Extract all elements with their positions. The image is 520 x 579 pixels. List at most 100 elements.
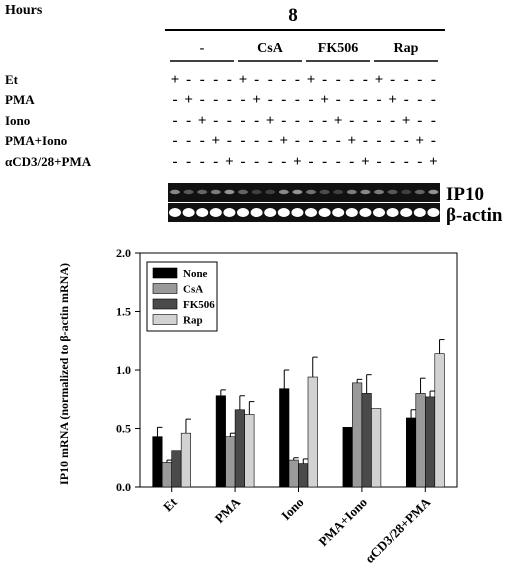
condition-sign: - <box>241 133 246 149</box>
condition-sign: - <box>431 133 436 149</box>
x-tick-label: Et <box>160 494 180 514</box>
ip10-label: IP10 <box>446 184 484 205</box>
condition-sign: - <box>377 133 382 149</box>
actin-band <box>359 208 372 217</box>
condition-sign: - <box>322 154 327 170</box>
condition-sign: + <box>320 92 329 108</box>
condition-sign: - <box>363 72 368 88</box>
condition-sign: - <box>268 72 273 88</box>
y-tick-label: 0.0 <box>116 480 131 494</box>
gel-panel: IP10 β-actin <box>168 183 503 226</box>
condition-sign: - <box>254 72 259 88</box>
actin-band <box>264 208 277 217</box>
ip10-band <box>306 189 316 195</box>
condition-sign: - <box>213 92 218 108</box>
condition-sign: - <box>295 92 300 108</box>
condition-sign: - <box>336 133 341 149</box>
condition-sign: - <box>349 92 354 108</box>
condition-sign: - <box>254 113 259 129</box>
actin-bands <box>169 208 440 217</box>
condition-sign: - <box>417 113 422 129</box>
actin-label: β-actin <box>446 205 503 226</box>
bar <box>298 463 309 488</box>
actin-band <box>413 208 426 217</box>
legend-swatch <box>152 298 178 310</box>
ip10-band <box>387 189 398 195</box>
condition-sign: - <box>281 113 286 129</box>
condition-sign: + <box>171 72 180 88</box>
bar <box>215 395 226 488</box>
bar <box>161 462 172 488</box>
condition-sign: + <box>266 113 275 129</box>
condition-sign: - <box>390 113 395 129</box>
legend-label: FK506 <box>183 299 215 311</box>
time-value: 8 <box>288 5 298 26</box>
ip10-band <box>401 189 412 195</box>
legend-swatch <box>152 283 178 294</box>
condition-sign: - <box>322 113 327 129</box>
actin-band <box>196 208 209 217</box>
condition-sign: - <box>281 92 286 108</box>
condition-sign: - <box>268 92 273 108</box>
condition-sign: - <box>295 72 300 88</box>
condition-sign: - <box>186 72 191 88</box>
condition-sign: - <box>173 113 178 129</box>
y-axis-ticks: 0.0 0.5 1.0 1.5 2.0 <box>116 246 140 494</box>
group-label: FK506 <box>318 41 358 56</box>
condition-sign: - <box>213 113 218 129</box>
condition-label: Iono <box>5 113 30 128</box>
condition-sign: - <box>200 92 205 108</box>
condition-sign: - <box>417 92 422 108</box>
condition-sign: - <box>431 113 436 129</box>
condition-sign: - <box>431 72 436 88</box>
treatment-group-headers: - CsA FK506 Rap <box>170 41 438 62</box>
actin-band <box>237 208 249 217</box>
condition-label: PMA <box>5 92 35 107</box>
bar <box>415 393 426 488</box>
condition-sign: + <box>198 113 207 129</box>
actin-band <box>345 208 358 217</box>
condition-label: Et <box>5 72 19 87</box>
condition-sign: + <box>429 154 438 170</box>
legend-label: None <box>183 268 208 280</box>
condition-sign: + <box>348 133 357 149</box>
condition-sign: - <box>390 154 395 170</box>
condition-sign: - <box>336 92 341 108</box>
ip10-bands <box>170 189 439 195</box>
actin-band <box>223 208 236 217</box>
x-tick-label: PMA <box>212 494 244 526</box>
condition-sign: + <box>375 72 384 88</box>
ip10-band <box>224 189 235 195</box>
legend: None CsA FK506 Rap <box>146 261 218 332</box>
ip10-band <box>428 189 439 195</box>
condition-sign: + <box>280 133 289 149</box>
condition-sign: - <box>309 92 314 108</box>
bar <box>424 396 436 488</box>
bar <box>225 436 236 488</box>
x-tick-label: αCD3/28+PMA <box>362 494 434 566</box>
bar <box>279 388 290 488</box>
condition-sign: - <box>241 113 246 129</box>
condition-sign: - <box>377 113 382 129</box>
condition-sign: - <box>390 133 395 149</box>
condition-sign: - <box>431 92 436 108</box>
group-label: - <box>200 41 205 56</box>
condition-sign: - <box>404 133 409 149</box>
actin-band <box>318 208 331 217</box>
legend-label: Rap <box>183 315 203 327</box>
condition-sign: - <box>186 133 191 149</box>
legend-swatch <box>152 267 178 279</box>
ip10-band <box>197 189 208 195</box>
condition-sign: - <box>349 154 354 170</box>
condition-sign: - <box>227 72 232 88</box>
actin-gel-band-strip <box>168 203 440 222</box>
ip10-band <box>170 189 180 195</box>
condition-sign: - <box>186 154 191 170</box>
legend-label: CsA <box>183 284 203 296</box>
condition-sign: - <box>227 133 232 149</box>
ip10-band <box>333 189 344 195</box>
actin-band <box>400 208 413 217</box>
condition-sign: - <box>404 154 409 170</box>
actin-band <box>250 208 263 217</box>
condition-sign: - <box>363 113 368 129</box>
